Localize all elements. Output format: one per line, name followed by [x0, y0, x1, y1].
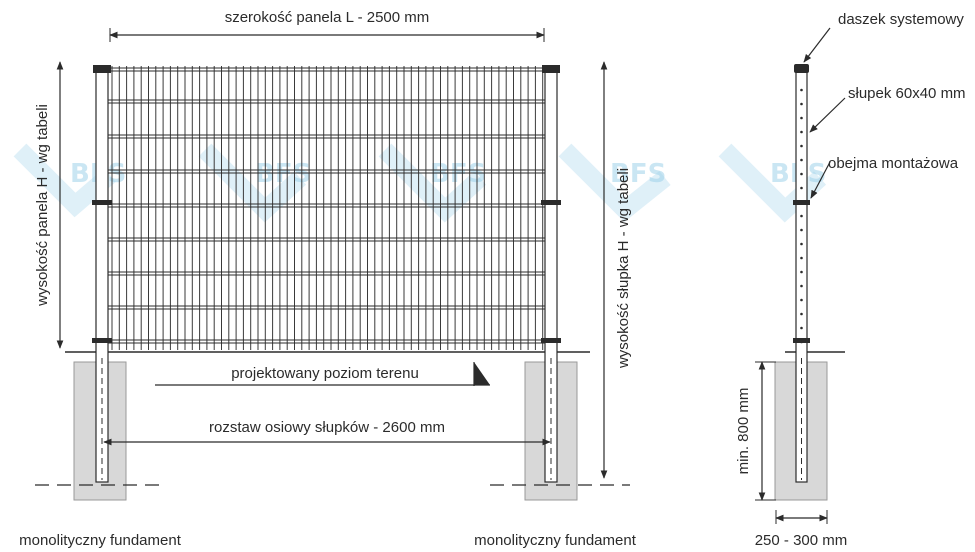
post-hole — [800, 312, 803, 316]
post-hole — [800, 298, 803, 302]
post-hole — [800, 200, 803, 204]
post-leader — [809, 97, 846, 133]
watermark-4: BFS — [558, 143, 671, 223]
cap-leader — [803, 27, 831, 63]
post-hole — [800, 158, 803, 162]
post-hole — [800, 270, 803, 274]
post-left — [92, 65, 112, 483]
cap-label: daszek systemowy — [838, 11, 964, 28]
post-cap-left — [93, 65, 111, 73]
post-hole — [800, 256, 803, 260]
side-post-cap — [794, 64, 809, 73]
panel-width-label: szerokość panela L - 2500 mm — [225, 9, 430, 26]
post-hole — [800, 214, 803, 218]
post-hole — [800, 102, 803, 106]
side-clamp-bottom — [793, 338, 810, 343]
post-hole — [800, 130, 803, 134]
foundation-right-label: monolityczny fundament — [474, 532, 637, 549]
clamp-leader — [810, 161, 831, 199]
clamp-left-mid — [92, 200, 112, 205]
fence-panel — [108, 66, 545, 350]
post-hole — [800, 116, 803, 120]
post-right — [541, 65, 561, 483]
post-hole — [800, 284, 803, 288]
watermark-text: BFS — [255, 159, 311, 189]
post-hole — [800, 326, 803, 330]
watermark-text: BFS — [430, 159, 486, 189]
post-hole — [800, 88, 803, 92]
post-hole — [800, 144, 803, 148]
post-hole — [800, 242, 803, 246]
clamp-left-bottom — [92, 338, 112, 343]
clamp-right-mid — [541, 200, 561, 205]
foundation-width-label: 250 - 300 mm — [755, 532, 848, 549]
watermark-3: BFS — [378, 143, 486, 223]
foundation-left-label: monolityczny fundament — [19, 532, 182, 549]
post-cap-right — [542, 65, 560, 73]
post-spacing-label: rozstaw osiowy słupków - 2600 mm — [209, 419, 445, 436]
min-depth-label: min. 800 mm — [735, 388, 752, 475]
post-hole — [800, 228, 803, 232]
panel-height-label: wysokość panela H - wg tabeli — [34, 104, 51, 307]
ground-level-marker — [474, 362, 490, 385]
clamp-right-bottom — [541, 338, 561, 343]
watermark-text: BFS — [610, 159, 666, 189]
post-hole — [800, 172, 803, 176]
post-label: słupek 60x40 mm — [848, 85, 966, 102]
post-hole — [800, 340, 803, 344]
post-height-label: wysokość słupka H - wg tabeli — [615, 168, 632, 369]
ground-level-label: projektowany poziom terenu — [231, 365, 419, 382]
side-post-holes — [800, 88, 803, 344]
post-hole — [800, 186, 803, 190]
clamp-label: obejma montażowa — [828, 155, 959, 172]
watermark-5: BFS — [718, 143, 826, 223]
